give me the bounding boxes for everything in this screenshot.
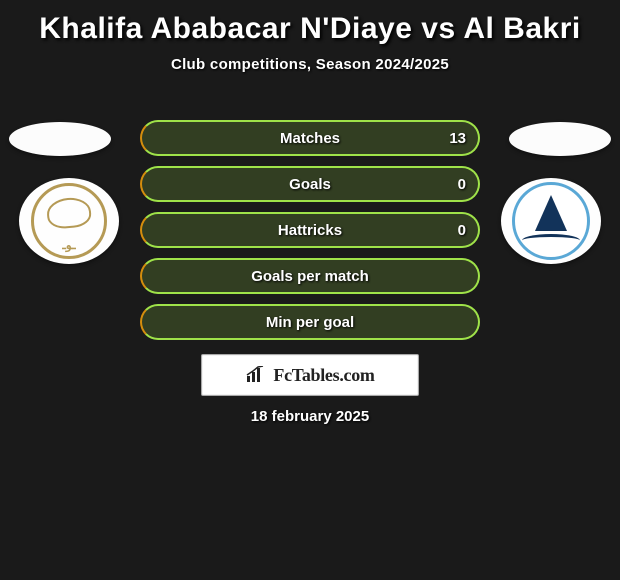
page-subtitle: Club competitions, Season 2024/2025 xyxy=(0,56,620,73)
stat-row-matches: Matches 13 xyxy=(140,120,480,156)
stat-bar-fill xyxy=(140,120,480,156)
page-title: Khalifa Ababacar N'Diaye vs Al Bakri xyxy=(10,12,610,46)
stat-bar-fill xyxy=(140,304,480,340)
brand-text: FcTables.com xyxy=(273,365,374,386)
stats-block: Matches 13 Goals 0 Hattricks 0 Goals per… xyxy=(0,120,620,350)
stat-bar-fill xyxy=(140,166,480,202)
bar-chart-icon xyxy=(245,366,267,384)
stat-bar-fill xyxy=(140,258,480,294)
stat-row-goals-per-match: Goals per match xyxy=(140,258,480,294)
stat-row-min-per-goal: Min per goal xyxy=(140,304,480,340)
stat-row-goals: Goals 0 xyxy=(140,166,480,202)
stat-bar-fill xyxy=(140,212,480,248)
brand-box[interactable]: FcTables.com xyxy=(201,354,419,396)
stat-value-right: 0 xyxy=(458,166,466,202)
stat-value-right: 0 xyxy=(458,212,466,248)
stat-row-hattricks: Hattricks 0 xyxy=(140,212,480,248)
footer-date: 18 february 2025 xyxy=(0,408,620,425)
stat-value-right: 13 xyxy=(449,120,466,156)
